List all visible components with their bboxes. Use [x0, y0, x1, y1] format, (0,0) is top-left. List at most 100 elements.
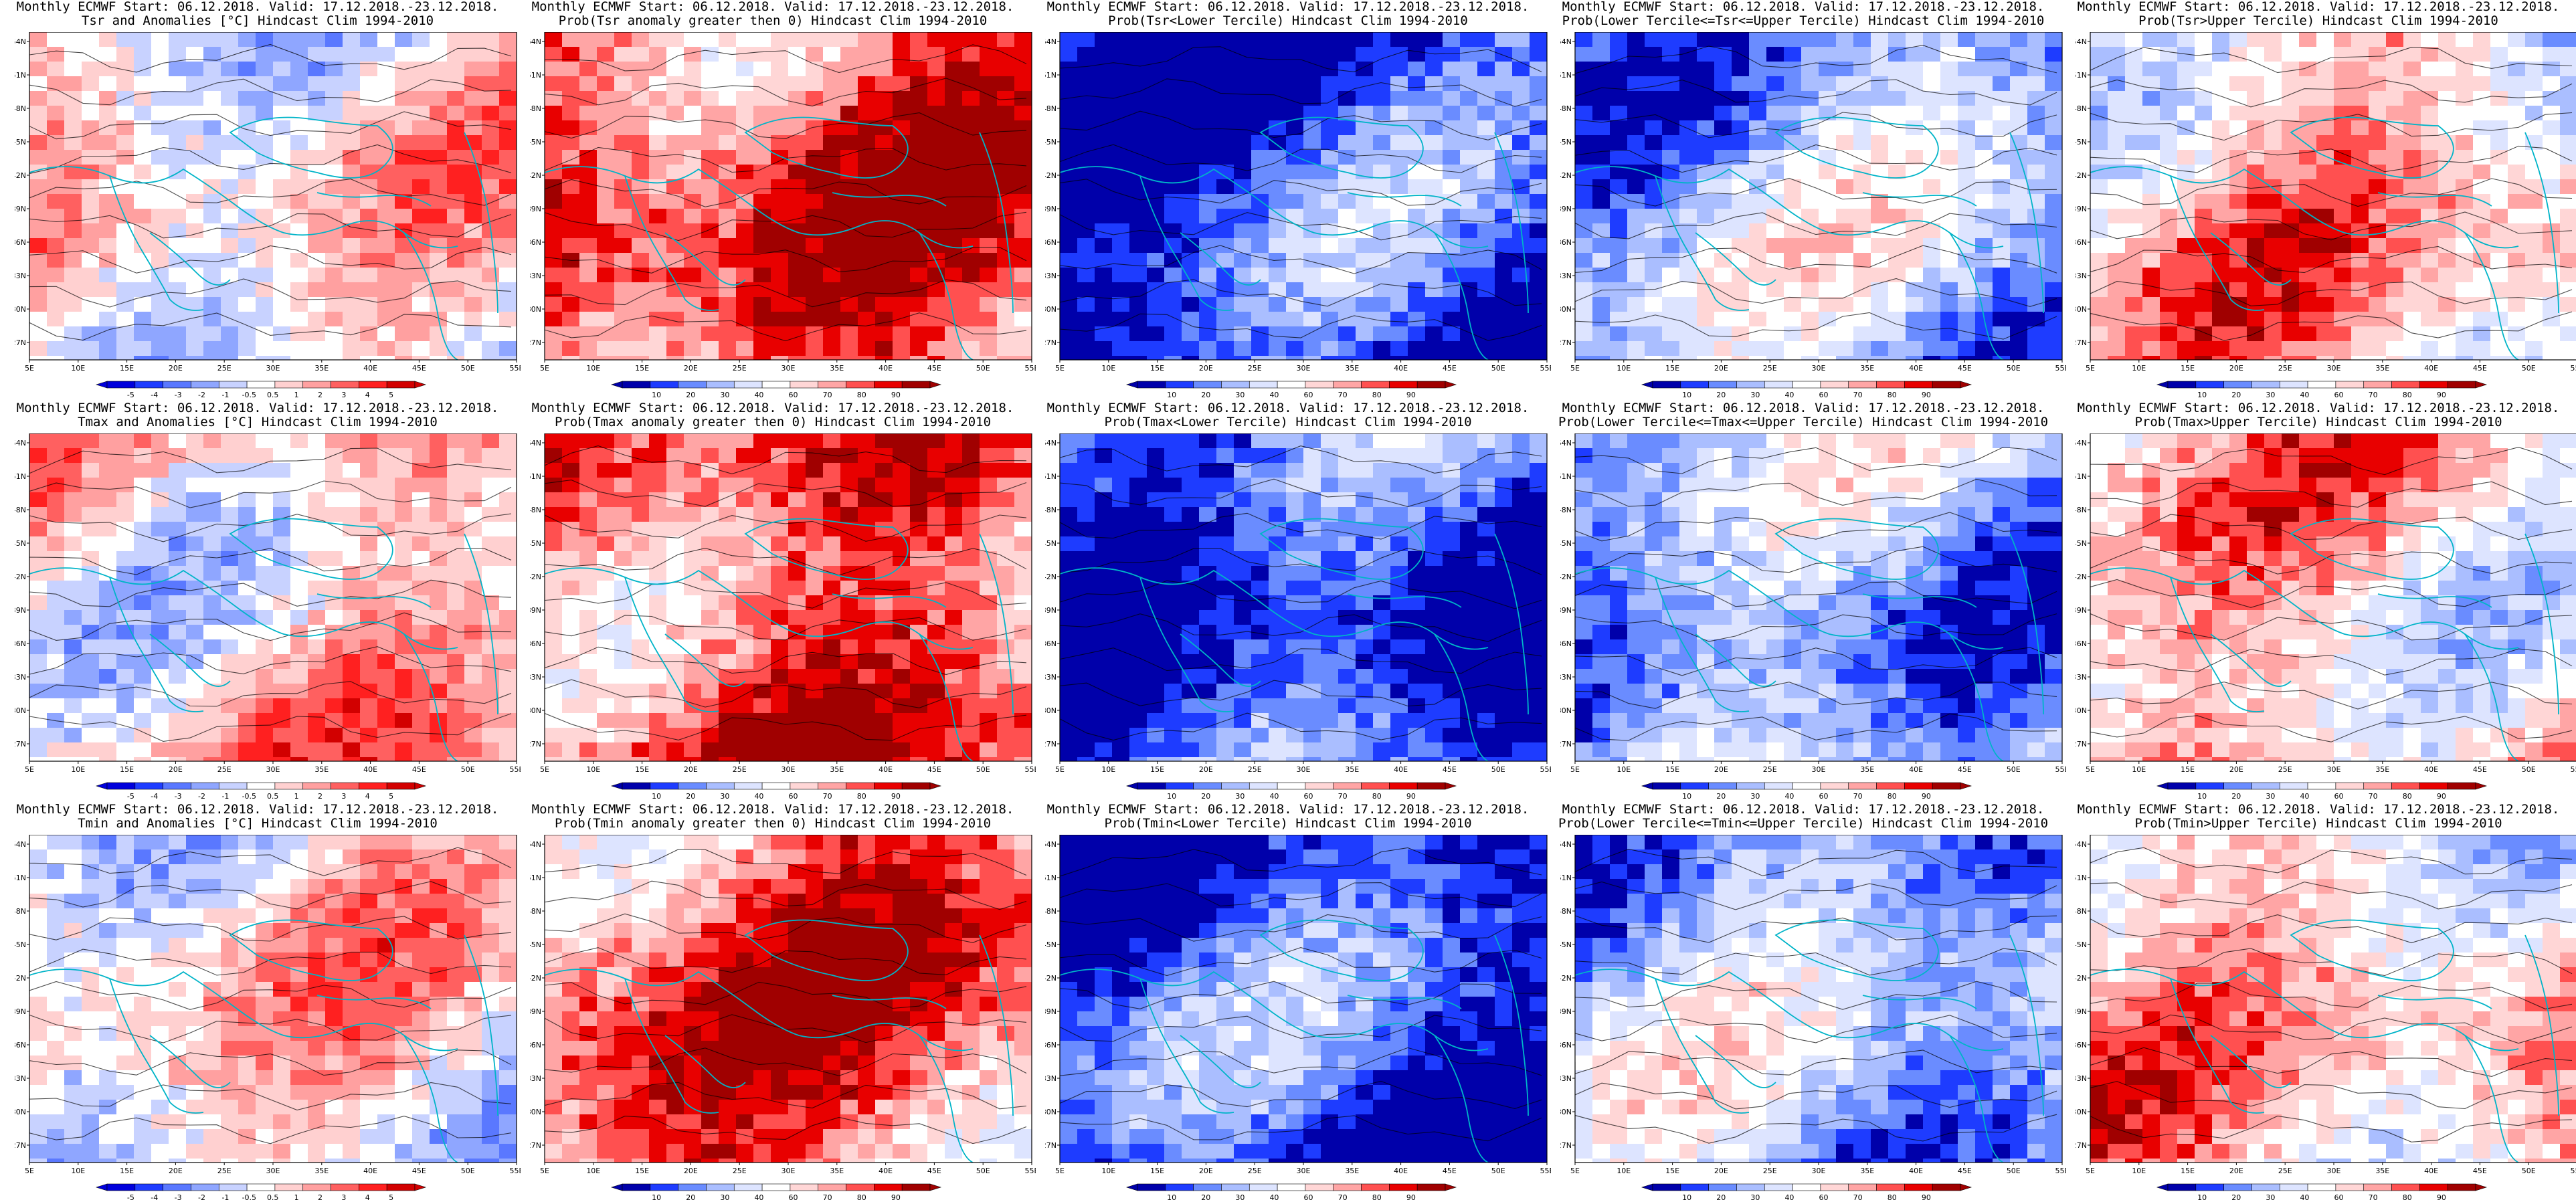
map-field-cell — [2027, 91, 2045, 106]
map-field-cell — [2229, 341, 2247, 357]
map-field-cell — [1888, 238, 1906, 254]
map-field-cell — [1477, 253, 1495, 268]
map-field-cell — [701, 62, 719, 77]
map-field-cell — [684, 253, 702, 268]
map-field-cell — [464, 253, 482, 268]
map-field-cell — [649, 566, 667, 581]
map-field-cell — [736, 654, 754, 670]
map-field-cell — [1234, 62, 1252, 77]
map-field-cell — [395, 194, 413, 209]
map-field-cell — [482, 536, 500, 552]
map-field-cell — [545, 654, 563, 670]
map-field-cell — [1443, 356, 1461, 360]
map-field-cell — [2160, 135, 2178, 150]
x-tick-label: 55E — [1025, 364, 1036, 373]
map-field-cell — [151, 135, 169, 150]
map-field-cell — [632, 522, 650, 537]
map-field-cell — [2543, 120, 2561, 136]
map-field-cell — [464, 120, 482, 136]
map-field-cell — [412, 120, 430, 136]
map-field-cell — [1975, 165, 1993, 180]
panel-title-line1: Monthly ECMWF Start: 06.12.2018. Valid: … — [16, 0, 499, 14]
map-field-cell — [1460, 223, 1478, 239]
map-field-cell — [221, 698, 239, 714]
isotherm-contour — [2090, 281, 2573, 306]
map-field-cell — [82, 341, 100, 357]
map-field-cell — [632, 595, 650, 611]
map-field-cell — [875, 253, 893, 268]
colorbar-swatch — [274, 782, 304, 790]
x-tick-label: 35E — [830, 765, 844, 774]
map-field-cell — [701, 478, 719, 493]
map-field-cell — [2438, 326, 2456, 342]
map-field-cell — [893, 684, 911, 699]
map-field-cell — [1390, 179, 1408, 195]
map-field-cell — [1940, 223, 1958, 239]
map-field-cell — [962, 150, 980, 165]
coastline — [1434, 232, 1489, 360]
map-field-cell — [134, 297, 152, 312]
x-tick-label: 10E — [71, 364, 85, 373]
map-field-cell — [2369, 32, 2387, 47]
colorbar-label: 0.5 — [267, 792, 279, 801]
map-field-cell — [2403, 179, 2421, 195]
map-field-cell — [893, 536, 911, 552]
map-field-cell — [134, 492, 152, 508]
map-field-cell — [2027, 165, 2045, 180]
map-field-cell — [2212, 76, 2230, 92]
map-field-cell — [2421, 253, 2439, 268]
map-field-cell — [1286, 194, 1304, 209]
colorbar-high-arrow — [414, 782, 427, 790]
map-field-cell — [2142, 91, 2160, 106]
map-field-cell — [579, 551, 597, 567]
map-field-cell — [308, 625, 326, 640]
map-field-cell — [1425, 356, 1443, 360]
map-field-cell — [2247, 223, 2265, 239]
map-field-cell — [632, 32, 650, 47]
map-field-cell — [412, 150, 430, 165]
map-field-cell — [256, 253, 274, 268]
x-tick-label: 15E — [635, 364, 649, 373]
map-field-cell — [1906, 326, 1924, 342]
map-field-cell — [203, 566, 221, 581]
map-field-cell — [116, 757, 134, 761]
map-field-cell — [1592, 179, 1611, 195]
map-field-cell — [1077, 297, 1095, 312]
map-field-cell — [238, 698, 256, 714]
colorbar-swatch — [1848, 381, 1877, 389]
map-field-cell — [980, 478, 998, 493]
map-field-cell — [169, 356, 187, 360]
map-field-cell — [840, 47, 858, 62]
map-field-cell — [203, 268, 221, 283]
map-field-cell — [134, 238, 152, 254]
map-field-cell — [1477, 312, 1495, 327]
map-field-cell — [343, 595, 361, 611]
map-field-cell — [1060, 238, 1078, 254]
map-field-cell — [64, 106, 82, 121]
map-field-cell — [649, 581, 667, 596]
map-field-cell — [666, 238, 684, 254]
map-field-cell — [1871, 268, 1889, 283]
map-field-cell — [1749, 209, 1767, 224]
map-field-cell — [395, 223, 413, 239]
map-field-cell — [2090, 62, 2108, 77]
map-field-cell — [771, 478, 789, 493]
map-field-cell — [1645, 297, 1663, 312]
colorbar: 10 20 30 40 60 70 80 90 — [2154, 380, 2489, 400]
map-field-cell — [614, 463, 632, 478]
map-field-cell — [256, 312, 274, 327]
map-field-cell — [325, 312, 343, 327]
map-field-cell — [99, 595, 117, 611]
map-field-cell — [1129, 223, 1147, 239]
map-field-cell — [1164, 165, 1182, 180]
map-field-cell — [2334, 47, 2352, 62]
map-field-cell — [238, 297, 256, 312]
map-field-cell — [719, 91, 737, 106]
map-field-cell — [858, 282, 876, 298]
map-field-cell — [858, 742, 876, 758]
map-field-cell — [82, 551, 100, 567]
map-field-cell — [412, 209, 430, 224]
map-field-cell — [1164, 209, 1182, 224]
map-field-cell — [1216, 150, 1234, 165]
map-field-cell — [2045, 135, 2062, 150]
